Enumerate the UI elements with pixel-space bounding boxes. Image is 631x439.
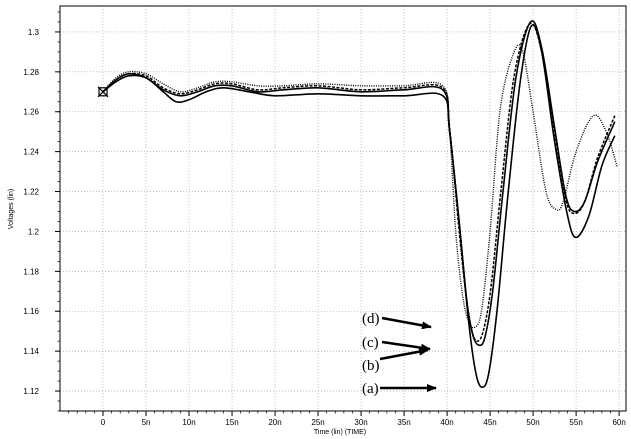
y-tick-label: 1.3 (28, 28, 40, 37)
start-square-marker (98, 87, 108, 97)
x-tick-label: 35n (397, 418, 410, 427)
annotation-b-label: (b) (362, 358, 380, 374)
annotation-a: (a) (362, 381, 437, 397)
x-tick-label: 20n (268, 418, 281, 427)
annotation-c: (c) (362, 335, 431, 352)
x-tick-label: 30n (354, 418, 367, 427)
x-axis-label: Time (lin) (TIME) (314, 429, 366, 436)
x-axis: 0 5n 10n 15n 20n 25n 30n 35n 40n 45n 50n 55n 60n (68, 411, 626, 427)
plot-frame (59, 5, 627, 412)
y-tick-label: 1.28 (23, 68, 39, 77)
y-tick-label: 1.14 (23, 347, 39, 356)
x-tick-label: 0 (101, 418, 106, 427)
annotation-d: (d) (362, 311, 432, 330)
y-tick-label: 1.2 (28, 227, 40, 236)
y-tick-label: 1.24 (23, 148, 39, 157)
y-tick-label: 1.18 (23, 267, 39, 276)
y-axis-label: Voltages (lin) (8, 189, 15, 229)
x-tick-label: 40n (440, 418, 453, 427)
series-lines (102, 20, 619, 389)
x-tick-label: 25n (311, 418, 324, 427)
y-tick-label: 1.16 (23, 307, 39, 316)
annotation-b: (b) (362, 347, 429, 374)
grid (60, 6, 626, 411)
annotation-d-arrow (381, 316, 432, 330)
start-cross-marker (97, 86, 109, 98)
annotation-b-arrow (379, 347, 429, 361)
series-line-b (102, 20, 616, 347)
x-tick-label: 45n (483, 418, 496, 427)
series-line-c (102, 22, 616, 342)
y-tick-label: 1.22 (23, 188, 39, 197)
series-line-a (102, 24, 616, 389)
x-tick-label: 50n (526, 418, 539, 427)
y-tick-label: 1.26 (23, 108, 39, 117)
annotation-c-arrow (381, 340, 431, 352)
annotation-d-label: (d) (362, 311, 380, 327)
x-tick-label: 10n (182, 418, 195, 427)
annotation-c-label: (c) (362, 335, 379, 351)
start-marker (97, 86, 109, 98)
annotation-a-label: (a) (362, 381, 379, 397)
x-tick-label: 5n (142, 418, 151, 427)
y-tick-label: 1.12 (23, 387, 39, 396)
x-tick-label: 15n (225, 418, 238, 427)
series-line-d (102, 43, 619, 329)
x-tick-label: 60n (612, 418, 625, 427)
x-tick-label: 55n (569, 418, 582, 427)
y-axis: 1.12 1.14 1.16 1.18 1.2 1.22 1.24 1.26 1.28 1.3 (23, 11, 60, 412)
